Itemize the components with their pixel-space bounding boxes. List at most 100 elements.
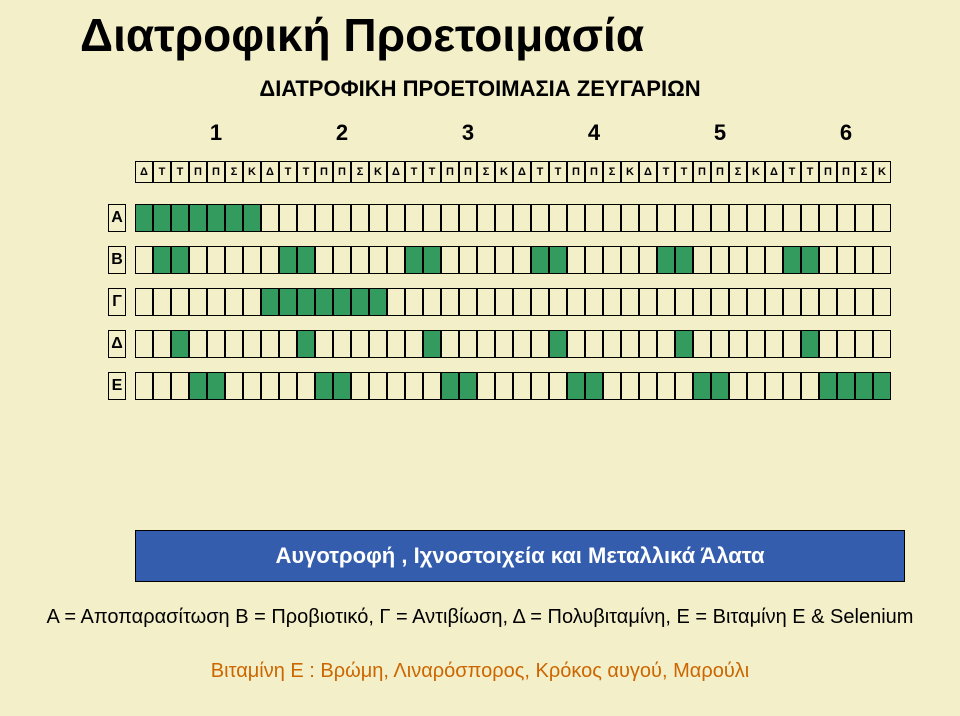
cell [513,246,531,274]
schedule-row-E [135,372,891,400]
cell [225,246,243,274]
cell [567,204,585,232]
cell [639,372,657,400]
cell [405,246,423,274]
cell [549,288,567,316]
cell [531,288,549,316]
cell [621,372,639,400]
row-label-A: Α [108,204,126,232]
cell [189,330,207,358]
cell [837,330,855,358]
cell [549,246,567,274]
day-header: Κ [369,161,387,183]
cell [297,330,315,358]
cell [225,204,243,232]
cell [549,330,567,358]
day-header: Τ [171,161,189,183]
cell [153,288,171,316]
cell [243,372,261,400]
day-header: Σ [351,161,369,183]
title: Διατροφική Προετοιμασία [80,8,644,62]
week-label: 6 [783,120,909,146]
cell [837,288,855,316]
cell [225,330,243,358]
cell [387,372,405,400]
cell [315,204,333,232]
cell [423,246,441,274]
cell [279,330,297,358]
cell [243,204,261,232]
cell [387,330,405,358]
cell [189,246,207,274]
cell [693,372,711,400]
cell [585,246,603,274]
row-label-C: Γ [108,288,126,316]
cell [387,288,405,316]
cell [369,288,387,316]
cell [639,246,657,274]
cell [873,372,891,400]
cell [333,288,351,316]
cell [585,204,603,232]
cell [747,372,765,400]
cell [477,204,495,232]
cell [315,372,333,400]
cell [783,372,801,400]
day-header: Π [207,161,225,183]
cell [567,288,585,316]
cell [171,204,189,232]
cell [837,372,855,400]
cell [873,246,891,274]
day-header: Τ [297,161,315,183]
cell [261,288,279,316]
day-header: Σ [603,161,621,183]
cell [135,204,153,232]
cell [639,288,657,316]
cell [423,288,441,316]
cell [153,246,171,274]
cell [495,330,513,358]
schedule-row-A [135,204,891,232]
cell [477,330,495,358]
day-header: Δ [765,161,783,183]
day-header: Τ [423,161,441,183]
cell [783,204,801,232]
cell [675,288,693,316]
schedule-grid: ΔΤΤΠΠΣΚΔΤΤΠΠΣΚΔΤΤΠΠΣΚΔΤΤΠΠΣΚΔΤΤΠΠΣΚΔΤΤΠΠ… [135,161,891,400]
cell [711,330,729,358]
subtitle: ΔΙΑΤΡΟΦΙΚΗ ΠΡΟΕΤΟΙΜΑΣΙΑ ΖΕΥΓΑΡΙΩΝ [0,76,960,102]
cell [711,288,729,316]
day-header: Π [333,161,351,183]
cell [333,372,351,400]
cell [549,372,567,400]
cell [621,204,639,232]
cell [711,204,729,232]
cell [351,330,369,358]
cell [405,288,423,316]
cell [639,204,657,232]
cell [855,204,873,232]
cell [819,330,837,358]
cell [693,330,711,358]
day-header: Π [459,161,477,183]
cell [477,288,495,316]
cell [603,288,621,316]
cell [441,372,459,400]
cell [621,330,639,358]
cell [747,246,765,274]
row-label-B: Β [108,246,126,274]
cell [675,204,693,232]
cell [801,246,819,274]
cell [657,330,675,358]
cell [711,372,729,400]
cell [693,246,711,274]
cell [729,330,747,358]
cell [225,288,243,316]
cell [819,288,837,316]
cell [333,204,351,232]
cell [621,288,639,316]
cell [333,330,351,358]
cell [423,330,441,358]
cell [369,246,387,274]
cell [603,204,621,232]
